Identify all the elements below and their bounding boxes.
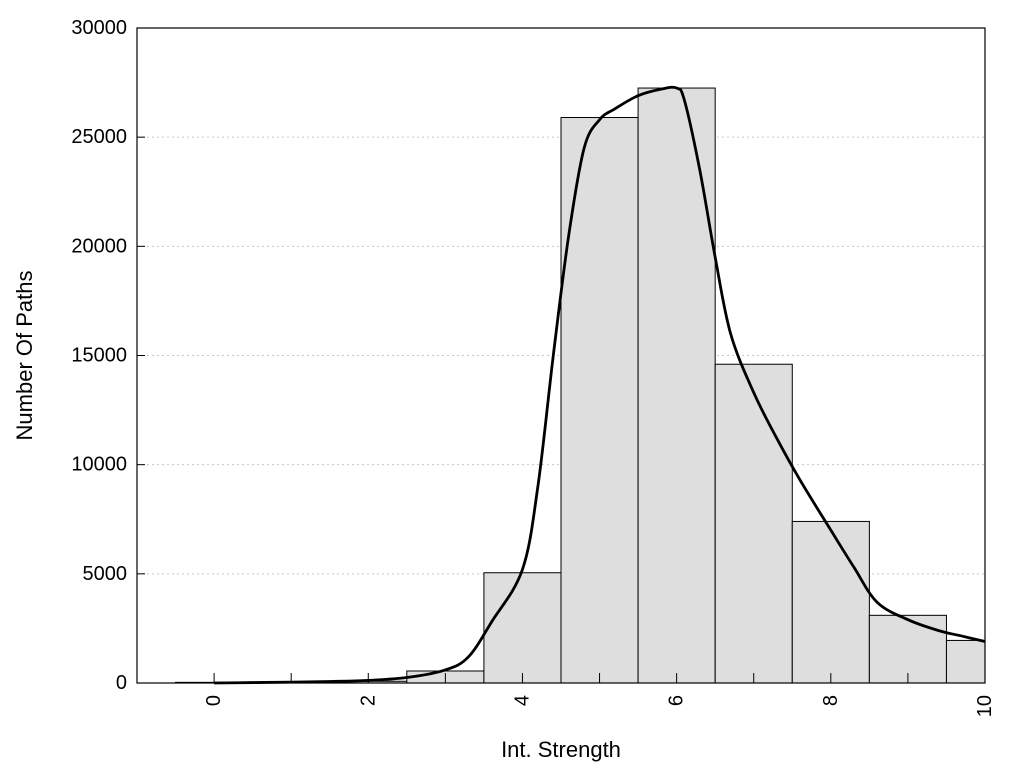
y-tick-label: 20000 (71, 235, 127, 257)
curve-layer (214, 85, 986, 685)
x-tick-label: 8 (820, 695, 842, 706)
x-tick-label: 0 (203, 695, 225, 706)
histogram-bar (945, 639, 986, 684)
histogram-bar (791, 520, 870, 684)
x-tick-label: 6 (666, 695, 688, 706)
histogram-bar (868, 614, 947, 684)
histogram-bar (637, 87, 716, 684)
histogram-bar (483, 572, 562, 684)
y-tick-label: 0 (116, 672, 127, 694)
histogram-bar (560, 117, 639, 684)
y-tick-label: 10000 (71, 454, 127, 476)
y-tick-label: 30000 (71, 17, 127, 39)
x-tick-label: 10 (974, 695, 996, 717)
y-tick-label: 25000 (71, 126, 127, 148)
y-tick-label: 5000 (83, 563, 128, 585)
fit-curve (214, 85, 986, 685)
x-tick-label: 2 (357, 695, 379, 706)
x-axis-ticks: 0 2 4 6 8 10 (203, 673, 996, 717)
y-tick-label: 15000 (71, 345, 127, 367)
histogram-bar (714, 363, 793, 684)
y-axis-ticks: 0 5000 10000 15000 20000 25000 30000 (71, 17, 145, 694)
x-axis-label: Int. Strength (501, 737, 621, 762)
x-tick-label: 4 (511, 695, 533, 706)
bars-layer (175, 87, 986, 684)
y-axis-label: Number Of Paths (12, 271, 37, 441)
